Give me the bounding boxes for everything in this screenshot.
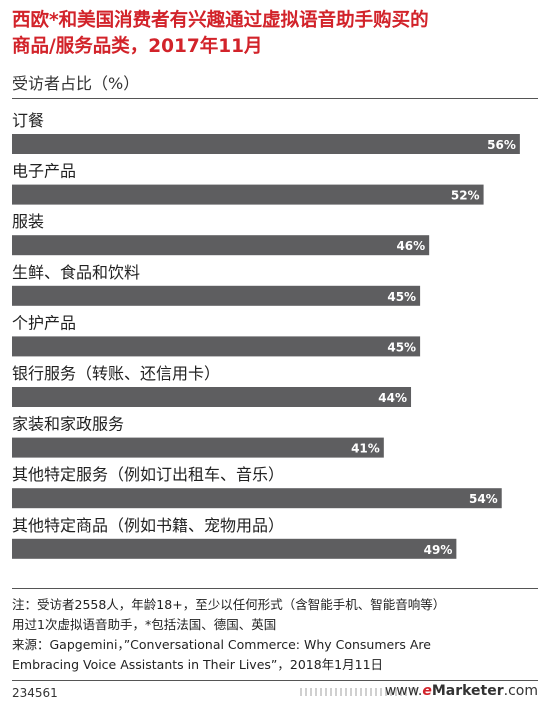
chart-title: 西欧*和美国消费者有兴趣通过虚拟语音助手购买的 商品/服务品类，2017年11月	[12, 8, 542, 60]
value-label: 52%	[451, 189, 480, 203]
category-label: 家装和家政服务	[12, 415, 124, 434]
value-label: 44%	[378, 391, 407, 405]
category-label: 其他特定商品（例如书籍、宠物用品）	[12, 516, 284, 535]
footer-divider	[12, 680, 538, 681]
category-label: 订餐	[12, 111, 44, 130]
title-line-2: 商品/服务品类，2017年11月	[12, 36, 263, 57]
notes-block: 注：受访者2558人，年龄18+，至少以任何形式（含智能手机、智能音响等） 用过…	[12, 595, 542, 675]
category-label: 银行服务（转账、还信用卡）	[12, 364, 220, 383]
category-label: 服装	[12, 212, 44, 231]
brand-suffix: .com	[503, 683, 538, 699]
bar	[12, 336, 421, 357]
bar	[12, 235, 430, 256]
title-line-1: 西欧*和美国消费者有兴趣通过虚拟语音助手购买的	[12, 10, 429, 31]
bar	[12, 538, 457, 559]
value-label: 41%	[351, 442, 380, 456]
bar	[12, 134, 520, 154]
value-label: 46%	[396, 239, 425, 253]
category-label: 生鲜、食品和饮料	[12, 263, 140, 282]
top-divider	[12, 98, 538, 99]
decorative-stripes	[300, 688, 420, 696]
bar	[12, 285, 421, 306]
note-line-2: 用过1次虚拟语音助手，*包括法国、德国、英国	[12, 617, 277, 632]
chart-id: 234561	[12, 686, 58, 700]
category-label: 其他特定服务（例如订出租车、音乐）	[12, 465, 284, 484]
emarketer-logo: www.eMarketer.com	[385, 683, 538, 699]
source-line-2: Embracing Voice Assistants in Their Live…	[12, 657, 384, 672]
bar	[12, 437, 384, 458]
bar	[12, 387, 412, 407]
chart-subtitle: 受访者占比（%）	[12, 74, 140, 93]
bar	[12, 488, 502, 509]
category-label: 个护产品	[12, 313, 76, 332]
value-label: 49%	[424, 543, 453, 557]
value-label: 54%	[469, 492, 498, 506]
value-label: 45%	[387, 290, 416, 304]
bar-chart: 订餐 56% 电子产品 52% 服装 46% 生鲜、食品和饮料 45% 个护产品 45% 银行服务（…	[12, 111, 520, 559]
value-label: 45%	[387, 340, 416, 354]
category-label: 电子产品	[12, 162, 76, 181]
value-label: 56%	[487, 138, 516, 152]
brand-prefix: www.	[384, 683, 423, 699]
bar	[12, 184, 484, 205]
brand-name: Marketer	[431, 683, 504, 699]
brand-e: e	[422, 683, 432, 699]
note-line-1: 注：受访者2558人，年龄18+，至少以任何形式（含智能手机、智能音响等）	[12, 597, 446, 612]
notes-divider	[12, 588, 538, 589]
source-line-1: 来源：Gapgemini，”Conversational Commerce: W…	[12, 637, 431, 652]
